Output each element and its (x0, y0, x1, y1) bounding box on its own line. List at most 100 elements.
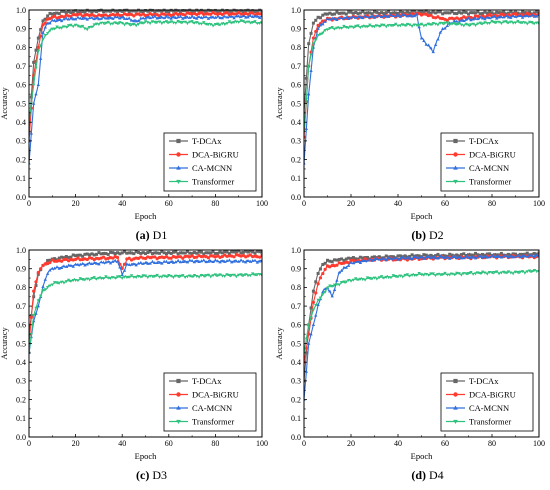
series-point (118, 252, 122, 256)
series-point (69, 16, 73, 20)
series-point (339, 280, 344, 284)
series-line-transformer (29, 19, 262, 123)
series-point (106, 259, 110, 263)
series-point (111, 22, 115, 26)
series-point (64, 11, 68, 15)
series-point (153, 251, 157, 255)
series-point (95, 10, 99, 14)
legend-label: DCA-BiGRU (469, 150, 516, 160)
series-point (417, 255, 421, 259)
x-axis-label: Epoch (135, 211, 157, 221)
series-point (337, 26, 341, 30)
series-point (314, 18, 318, 22)
series-point (412, 14, 417, 18)
series-point (29, 332, 33, 336)
series-point (251, 258, 255, 262)
series-point (321, 31, 325, 35)
series-point (347, 17, 351, 21)
series-point (132, 252, 136, 256)
series-point (216, 274, 220, 278)
series-point (509, 15, 513, 19)
series-point (218, 23, 222, 27)
series-point (445, 18, 449, 23)
series-point (330, 260, 334, 264)
series-point (43, 288, 47, 292)
series-point (431, 255, 435, 259)
series-point (351, 261, 355, 265)
series-point (197, 250, 201, 254)
series-point (53, 11, 57, 15)
series-point (108, 261, 113, 265)
series-point (403, 273, 407, 277)
series-point (171, 21, 176, 25)
series-point (202, 258, 206, 262)
series-point (52, 27, 57, 31)
series-point (43, 25, 47, 29)
series-point (490, 19, 494, 23)
series-point (480, 22, 485, 26)
series-point (234, 20, 239, 24)
series-point (445, 255, 449, 259)
series-point (90, 256, 94, 260)
series-point (474, 11, 478, 15)
series-point (394, 22, 398, 26)
series-point (253, 273, 257, 277)
series-point (199, 274, 204, 278)
x-axis-label: Epoch (411, 211, 433, 221)
series-point (176, 19, 180, 23)
series-point (153, 14, 157, 18)
series-point (316, 303, 320, 307)
series-point (412, 274, 417, 278)
x-tick-label: 0 (302, 199, 306, 208)
series-point (436, 252, 440, 256)
series-point (66, 24, 71, 28)
series-point (109, 250, 113, 254)
series-point (483, 271, 487, 275)
series-point (76, 24, 80, 28)
series-point (206, 259, 211, 263)
series-point (101, 13, 106, 17)
series-point (204, 12, 208, 16)
series-point (92, 17, 96, 21)
series-point (375, 277, 379, 281)
series-point (143, 16, 148, 20)
panel-caption-name: D3 (149, 468, 167, 482)
series-point (213, 258, 218, 262)
series-point (171, 12, 176, 17)
series-point (426, 273, 431, 277)
series-point (181, 251, 185, 255)
series-point (113, 21, 117, 25)
series-point (415, 255, 419, 259)
series-point (230, 12, 234, 16)
series-point (419, 255, 424, 259)
series-point (241, 274, 246, 278)
series-point (398, 274, 402, 278)
series-point (424, 42, 428, 46)
series-group (304, 9, 539, 165)
series-point (55, 25, 59, 29)
series-point (337, 15, 341, 19)
series-point (368, 11, 372, 15)
series-point (111, 251, 115, 255)
series-point (422, 24, 426, 28)
series-point (380, 11, 384, 15)
y-tick-label: 0.0 (291, 193, 301, 202)
series-point (113, 252, 117, 256)
series-point (92, 276, 96, 280)
series-point (307, 341, 311, 345)
series-point (525, 251, 529, 255)
series-point (83, 27, 87, 31)
series-point (50, 12, 54, 16)
series-point (188, 20, 192, 24)
series-point (476, 17, 480, 21)
series-point (127, 256, 131, 260)
series-point (323, 29, 327, 33)
series-point (118, 13, 122, 18)
series-point (473, 24, 478, 28)
series-point (69, 279, 73, 283)
series-point (311, 300, 315, 304)
series-point (330, 16, 334, 20)
series-point (318, 276, 323, 280)
series-point (323, 261, 327, 265)
series-point (97, 251, 101, 255)
